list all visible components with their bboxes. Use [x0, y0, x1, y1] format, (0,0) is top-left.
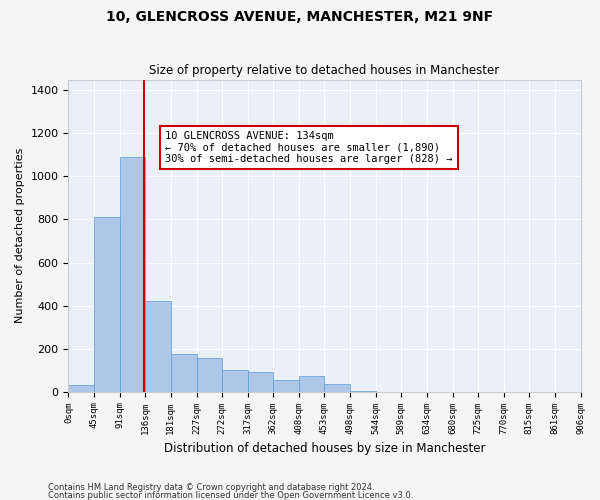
Bar — [273, 380, 299, 392]
Y-axis label: Number of detached properties: Number of detached properties — [15, 148, 25, 324]
Text: Contains public sector information licensed under the Open Government Licence v3: Contains public sector information licen… — [48, 490, 413, 500]
Bar — [171, 354, 197, 392]
Bar — [325, 384, 350, 392]
Bar — [248, 372, 273, 392]
Text: 10 GLENCROSS AVENUE: 134sqm
← 70% of detached houses are smaller (1,890)
30% of : 10 GLENCROSS AVENUE: 134sqm ← 70% of det… — [165, 131, 452, 164]
Bar — [299, 376, 325, 392]
Bar — [222, 370, 248, 392]
Bar — [94, 218, 120, 392]
Bar — [145, 302, 171, 392]
X-axis label: Distribution of detached houses by size in Manchester: Distribution of detached houses by size … — [164, 442, 485, 455]
Text: Contains HM Land Registry data © Crown copyright and database right 2024.: Contains HM Land Registry data © Crown c… — [48, 483, 374, 492]
Bar — [68, 385, 94, 392]
Bar — [350, 390, 376, 392]
Title: Size of property relative to detached houses in Manchester: Size of property relative to detached ho… — [149, 64, 500, 77]
Bar — [120, 157, 145, 392]
Bar — [197, 358, 222, 392]
Text: 10, GLENCROSS AVENUE, MANCHESTER, M21 9NF: 10, GLENCROSS AVENUE, MANCHESTER, M21 9N… — [106, 10, 494, 24]
